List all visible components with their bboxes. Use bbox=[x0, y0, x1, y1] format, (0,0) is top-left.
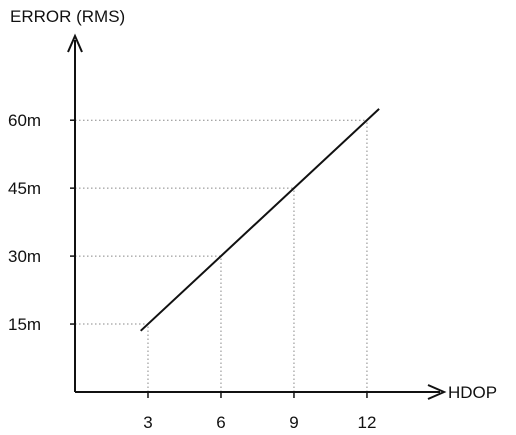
x-axis-arrow-icon bbox=[427, 384, 447, 400]
y-tick-label: 15m bbox=[8, 315, 41, 334]
x-tick-label: 6 bbox=[216, 413, 225, 432]
guide-lines bbox=[75, 119, 368, 392]
series-group bbox=[140, 108, 380, 332]
x-axis-title: HDOP bbox=[448, 383, 497, 402]
x-tick-label: 9 bbox=[289, 413, 298, 432]
series-line bbox=[140, 108, 380, 332]
x-tick-label: 3 bbox=[143, 413, 152, 432]
tick-labels: 15m 30m 45m 60m 3 6 9 12 bbox=[8, 111, 376, 432]
y-tick-label: 45m bbox=[8, 179, 41, 198]
y-axis-arrow-icon bbox=[67, 33, 83, 53]
x-tick-label: 12 bbox=[357, 413, 376, 432]
y-tick-label: 60m bbox=[8, 111, 41, 130]
y-tick-label: 30m bbox=[8, 247, 41, 266]
axes bbox=[67, 33, 447, 400]
y-axis-title: ERROR (RMS) bbox=[10, 7, 125, 26]
